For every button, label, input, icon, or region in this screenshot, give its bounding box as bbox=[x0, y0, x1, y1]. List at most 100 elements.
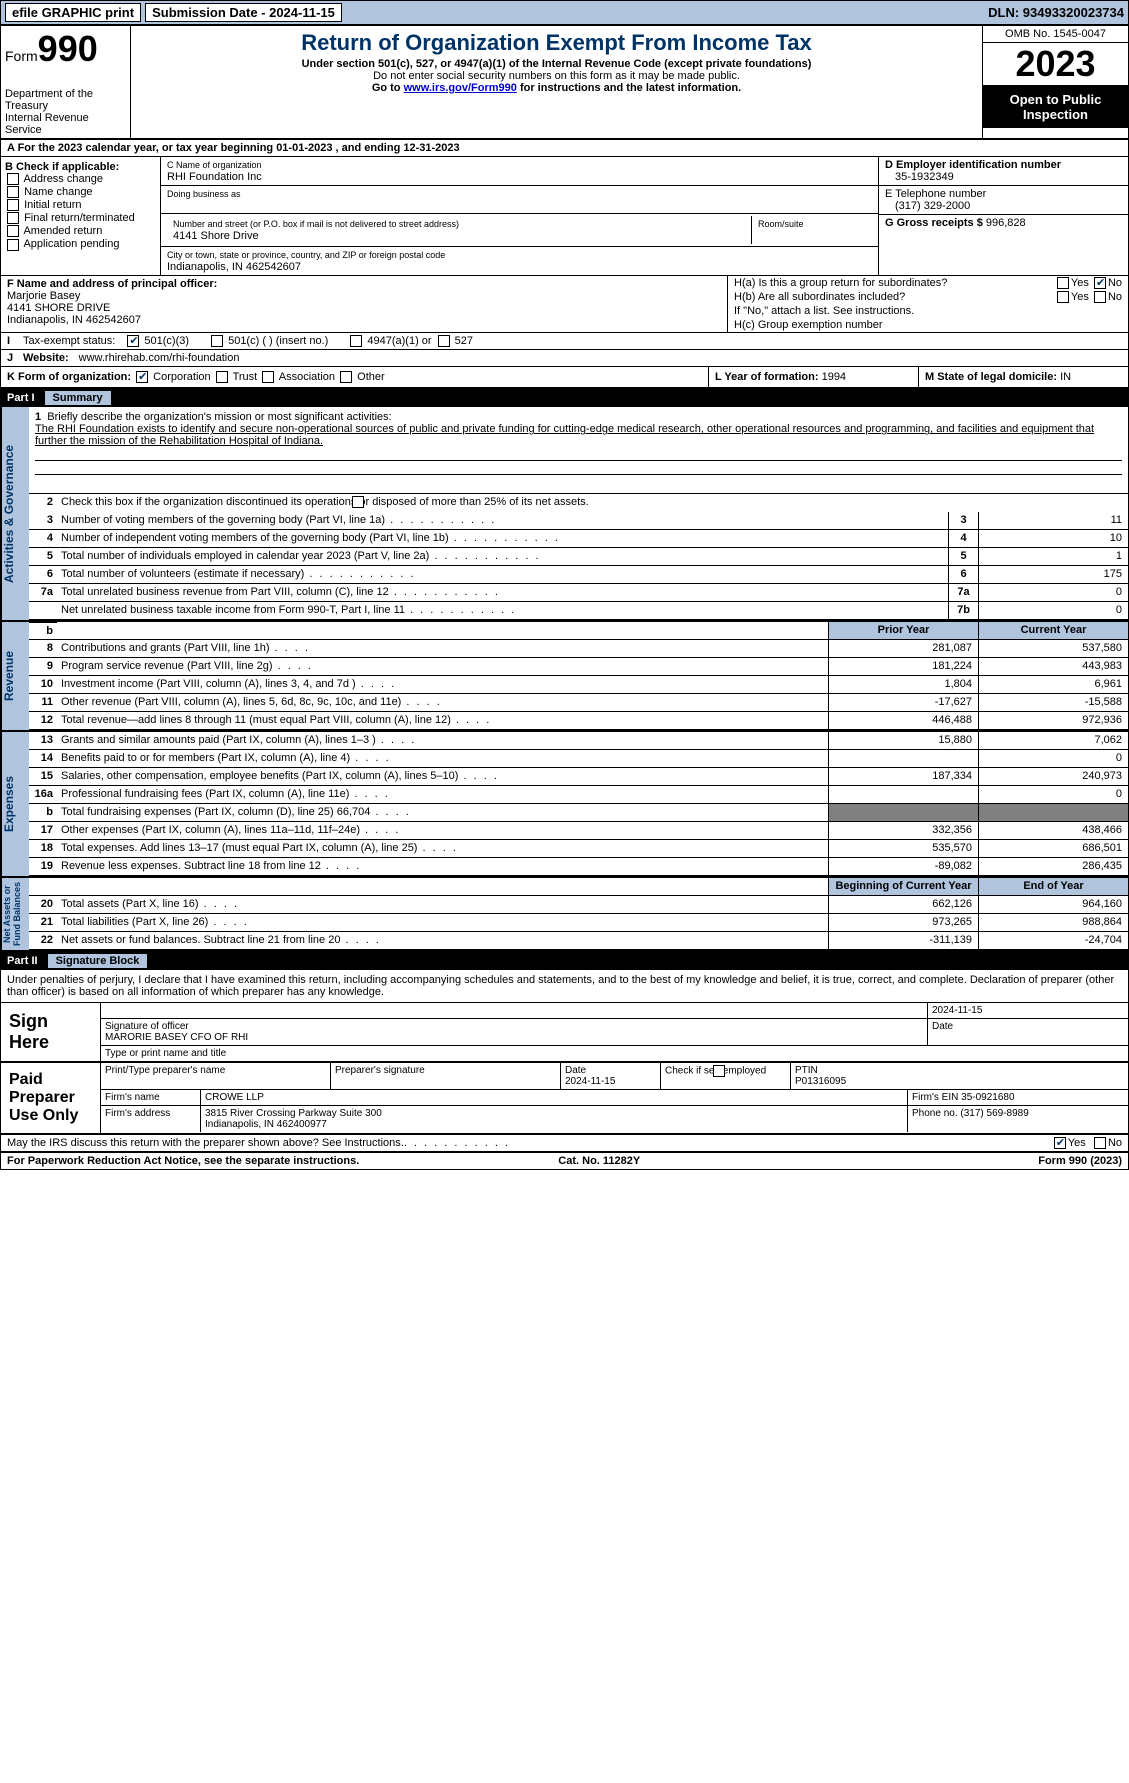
row-num: 17 bbox=[29, 822, 57, 839]
cb-527[interactable] bbox=[438, 335, 450, 347]
officer-street: 4141 SHORE DRIVE bbox=[7, 302, 110, 314]
row-current: 286,435 bbox=[978, 858, 1128, 875]
header-right: OMB No. 1545-0047 2023 Open to Public In… bbox=[983, 26, 1128, 138]
form-990-page: efile GRAPHIC print Submission Date - 20… bbox=[0, 0, 1129, 1170]
row-current: 0 bbox=[978, 750, 1128, 767]
row-desc: Investment income (Part VIII, column (A)… bbox=[57, 676, 828, 693]
ha-no[interactable] bbox=[1094, 277, 1106, 289]
cb-association[interactable] bbox=[262, 371, 274, 383]
hb-no[interactable] bbox=[1094, 291, 1106, 303]
end-year-hdr: End of Year bbox=[978, 878, 1128, 895]
cb-app-pending[interactable] bbox=[7, 239, 19, 251]
k-label: K Form of organization: bbox=[7, 371, 131, 383]
no-label: No bbox=[1108, 277, 1122, 289]
opt-name-change: Name change bbox=[24, 186, 93, 198]
cb-4947[interactable] bbox=[350, 335, 362, 347]
paid-preparer-label: Paid Preparer Use Only bbox=[1, 1063, 101, 1133]
summary-row: 15Salaries, other compensation, employee… bbox=[29, 768, 1128, 786]
cb-final-return[interactable] bbox=[7, 212, 19, 224]
row-desc: Number of independent voting members of … bbox=[57, 530, 948, 547]
cb-corporation[interactable] bbox=[136, 371, 148, 383]
section-revenue: Revenue b Prior Year Current Year 8Contr… bbox=[1, 622, 1128, 732]
opt-527: 527 bbox=[455, 335, 473, 347]
vtab-governance: Activities & Governance bbox=[1, 407, 29, 620]
print-name-label: Print/Type preparer's name bbox=[101, 1063, 331, 1089]
column-c: C Name of organization RHI Foundation In… bbox=[161, 157, 878, 275]
row-value: 0 bbox=[978, 584, 1128, 601]
no-label: No bbox=[1108, 1137, 1122, 1149]
may-no[interactable] bbox=[1094, 1137, 1106, 1149]
g-label: G Gross receipts $ bbox=[885, 217, 983, 229]
row-current bbox=[978, 804, 1128, 821]
row-box: 5 bbox=[948, 548, 978, 565]
mission-label: Briefly describe the organization's miss… bbox=[47, 411, 391, 423]
dept-treasury: Department of the Treasury Internal Reve… bbox=[5, 88, 126, 136]
ha-yes[interactable] bbox=[1057, 277, 1069, 289]
c-street-label: Number and street (or P.O. box if mail i… bbox=[173, 219, 459, 229]
form-header: Form990 Department of the Treasury Inter… bbox=[1, 26, 1128, 140]
line-a-tax-year: A For the 2023 calendar year, or tax yea… bbox=[1, 140, 1128, 157]
prep-date-label: Date bbox=[565, 1065, 586, 1076]
row-prior: 973,265 bbox=[828, 914, 978, 931]
cb-trust[interactable] bbox=[216, 371, 228, 383]
section-bcdefg: B Check if applicable: Address change Na… bbox=[1, 157, 1128, 276]
cb-name-change[interactable] bbox=[7, 186, 19, 198]
form-word: Form bbox=[5, 48, 38, 64]
summary-row: 8Contributions and grants (Part VIII, li… bbox=[29, 640, 1128, 658]
cb-initial-return[interactable] bbox=[7, 199, 19, 211]
c-room-label: Room/suite bbox=[758, 219, 804, 229]
row-num: 13 bbox=[29, 732, 57, 749]
cb-other[interactable] bbox=[340, 371, 352, 383]
ha-label: H(a) Is this a group return for subordin… bbox=[734, 277, 947, 289]
row-box: 6 bbox=[948, 566, 978, 583]
row-prior: -17,627 bbox=[828, 694, 978, 711]
firm-ein: 35-0921680 bbox=[961, 1092, 1014, 1103]
irs-link[interactable]: www.irs.gov/Form990 bbox=[404, 82, 517, 94]
row-num: 19 bbox=[29, 858, 57, 875]
prep-sig-label: Preparer's signature bbox=[331, 1063, 561, 1089]
row-prior: 187,334 bbox=[828, 768, 978, 785]
telephone-value: (317) 329-2000 bbox=[885, 200, 970, 212]
summary-row: 18Total expenses. Add lines 13–17 (must … bbox=[29, 840, 1128, 858]
vtab-expenses: Expenses bbox=[1, 732, 29, 876]
cb-discontinued[interactable] bbox=[352, 496, 364, 508]
row-desc: Total revenue—add lines 8 through 11 (mu… bbox=[57, 712, 828, 729]
row-num: 5 bbox=[29, 548, 57, 565]
hb-yes[interactable] bbox=[1057, 291, 1069, 303]
line2-text: Check this box if the organization disco… bbox=[61, 496, 589, 508]
row-value: 0 bbox=[978, 602, 1128, 619]
cb-501c3[interactable] bbox=[127, 335, 139, 347]
efile-print-button[interactable]: efile GRAPHIC print bbox=[5, 3, 141, 22]
dln-number: DLN: 93493320023734 bbox=[988, 5, 1124, 20]
row-current: 972,936 bbox=[978, 712, 1128, 729]
row-desc: Total number of individuals employed in … bbox=[57, 548, 948, 565]
row-desc: Grants and similar amounts paid (Part IX… bbox=[57, 732, 828, 749]
website-value: www.rhirehab.com/rhi-foundation bbox=[79, 352, 240, 364]
opt-trust: Trust bbox=[233, 371, 258, 383]
cb-501c[interactable] bbox=[211, 335, 223, 347]
org-name: RHI Foundation Inc bbox=[167, 171, 262, 183]
f-label: F Name and address of principal officer: bbox=[7, 278, 217, 290]
row-num: 6 bbox=[29, 566, 57, 583]
form-subtitle: Under section 501(c), 527, or 4947(a)(1)… bbox=[137, 58, 976, 70]
summary-row: 16aProfessional fundraising fees (Part I… bbox=[29, 786, 1128, 804]
cb-self-employed[interactable] bbox=[713, 1065, 725, 1077]
opt-initial-return: Initial return bbox=[24, 199, 81, 211]
ptin-label: PTIN bbox=[795, 1065, 818, 1076]
cb-amended[interactable] bbox=[7, 225, 19, 237]
summary-row: 21Total liabilities (Part X, line 26)973… bbox=[29, 914, 1128, 932]
sign-date: 2024-11-15 bbox=[928, 1003, 1128, 1018]
may-yes[interactable] bbox=[1054, 1137, 1066, 1149]
prior-year-hdr: Prior Year bbox=[828, 622, 978, 639]
row-num: 20 bbox=[29, 896, 57, 913]
c-city-label: City or town, state or province, country… bbox=[167, 250, 445, 260]
m-label: M State of legal domicile: bbox=[925, 371, 1057, 383]
row-prior: 332,356 bbox=[828, 822, 978, 839]
row-current: -15,588 bbox=[978, 694, 1128, 711]
cb-address-change[interactable] bbox=[7, 173, 19, 185]
row-num: 11 bbox=[29, 694, 57, 711]
summary-row: 19Revenue less expenses. Subtract line 1… bbox=[29, 858, 1128, 876]
opt-address-change: Address change bbox=[23, 173, 103, 185]
sig-intro: Under penalties of perjury, I declare th… bbox=[1, 970, 1128, 1003]
yes-label: Yes bbox=[1071, 277, 1089, 289]
